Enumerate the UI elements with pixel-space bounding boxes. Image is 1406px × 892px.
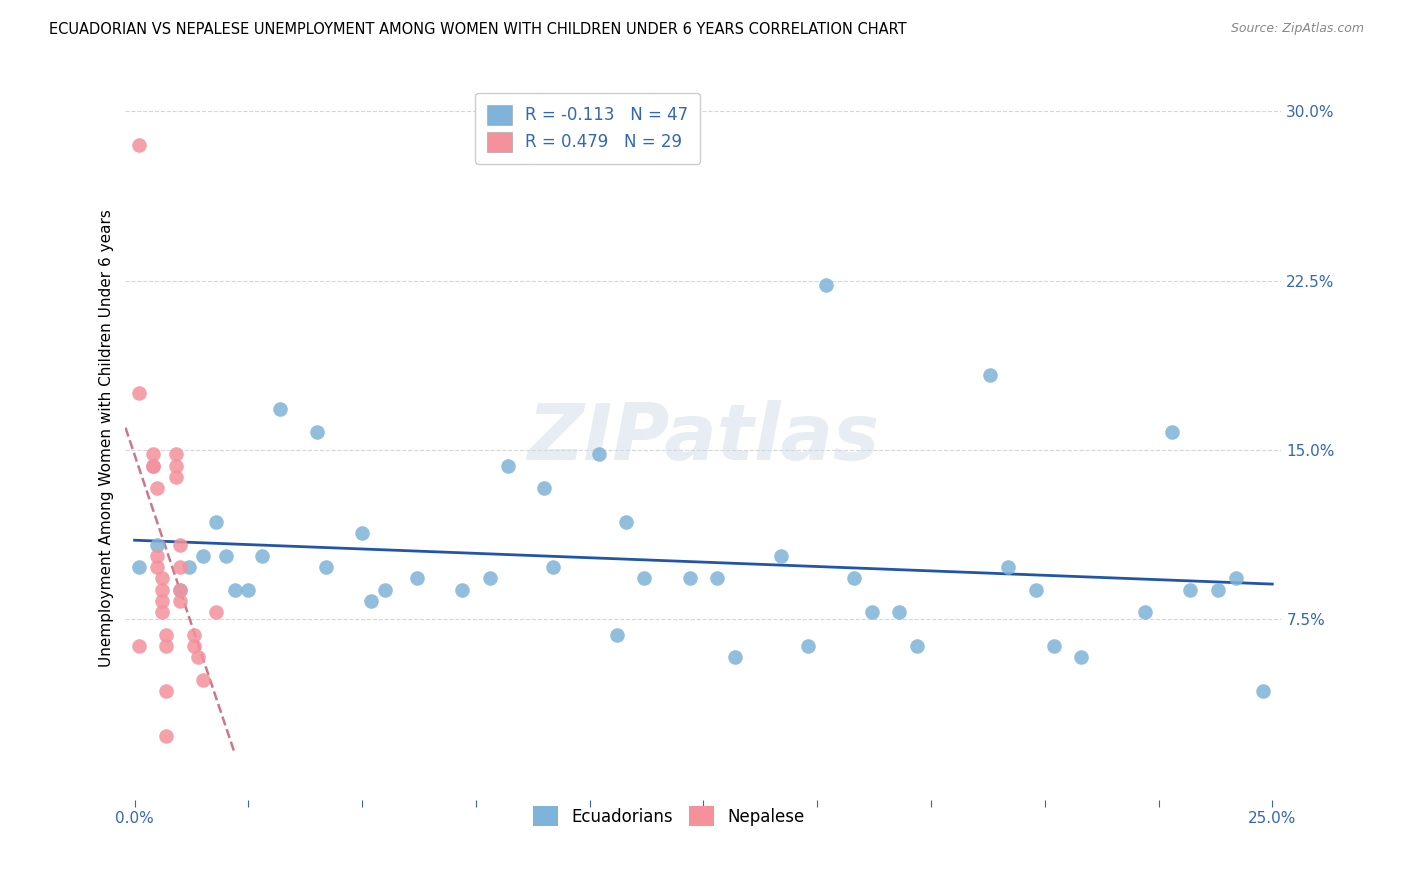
Point bbox=[1180, 582, 1202, 597]
Point bbox=[214, 549, 236, 563]
Point bbox=[142, 458, 165, 473]
Point bbox=[997, 560, 1019, 574]
Point bbox=[142, 447, 165, 461]
Point bbox=[128, 639, 150, 653]
Point bbox=[165, 458, 187, 473]
Point bbox=[405, 571, 427, 585]
Point bbox=[169, 594, 191, 608]
Point bbox=[269, 402, 291, 417]
Point bbox=[706, 571, 728, 585]
Point bbox=[541, 560, 564, 574]
Point bbox=[128, 138, 150, 153]
Point bbox=[155, 628, 177, 642]
Point bbox=[205, 605, 228, 619]
Point bbox=[169, 560, 191, 574]
Point bbox=[150, 594, 173, 608]
Point bbox=[224, 582, 246, 597]
Point bbox=[128, 560, 150, 574]
Point bbox=[150, 571, 173, 585]
Point bbox=[588, 447, 610, 461]
Point bbox=[155, 639, 177, 653]
Point bbox=[1251, 684, 1274, 698]
Point bbox=[169, 582, 191, 597]
Point bbox=[169, 582, 191, 597]
Point bbox=[352, 526, 374, 541]
Point bbox=[478, 571, 501, 585]
Point bbox=[169, 537, 191, 551]
Point bbox=[1225, 571, 1247, 585]
Point bbox=[146, 549, 169, 563]
Point bbox=[533, 481, 555, 495]
Point bbox=[842, 571, 865, 585]
Point bbox=[165, 447, 187, 461]
Point bbox=[142, 458, 165, 473]
Point bbox=[146, 537, 169, 551]
Point bbox=[191, 673, 214, 687]
Point bbox=[250, 549, 273, 563]
Point bbox=[150, 605, 173, 619]
Point bbox=[614, 515, 637, 529]
Point bbox=[183, 628, 205, 642]
Point bbox=[155, 684, 177, 698]
Point bbox=[451, 582, 474, 597]
Text: ZIPatlas: ZIPatlas bbox=[527, 401, 880, 476]
Point bbox=[724, 650, 747, 665]
Point bbox=[1206, 582, 1229, 597]
Legend: Ecuadorians, Nepalese: Ecuadorians, Nepalese bbox=[524, 797, 813, 835]
Point bbox=[1043, 639, 1066, 653]
Point bbox=[905, 639, 928, 653]
Point bbox=[128, 386, 150, 401]
Point bbox=[679, 571, 702, 585]
Point bbox=[633, 571, 655, 585]
Point bbox=[769, 549, 792, 563]
Point bbox=[979, 368, 1001, 383]
Point bbox=[360, 594, 382, 608]
Point bbox=[860, 605, 883, 619]
Point bbox=[150, 582, 173, 597]
Y-axis label: Unemployment Among Women with Children Under 6 years: Unemployment Among Women with Children U… bbox=[100, 210, 114, 667]
Point bbox=[797, 639, 820, 653]
Point bbox=[887, 605, 910, 619]
Point bbox=[1161, 425, 1184, 439]
Point bbox=[146, 481, 169, 495]
Point bbox=[815, 278, 838, 293]
Point bbox=[205, 515, 228, 529]
Text: ECUADORIAN VS NEPALESE UNEMPLOYMENT AMONG WOMEN WITH CHILDREN UNDER 6 YEARS CORR: ECUADORIAN VS NEPALESE UNEMPLOYMENT AMON… bbox=[49, 22, 907, 37]
Point bbox=[238, 582, 260, 597]
Text: Source: ZipAtlas.com: Source: ZipAtlas.com bbox=[1230, 22, 1364, 36]
Point bbox=[179, 560, 201, 574]
Point bbox=[146, 560, 169, 574]
Point bbox=[496, 458, 519, 473]
Point bbox=[1025, 582, 1047, 597]
Point bbox=[1133, 605, 1156, 619]
Point bbox=[165, 470, 187, 484]
Point bbox=[155, 729, 177, 743]
Point bbox=[191, 549, 214, 563]
Point bbox=[315, 560, 337, 574]
Point bbox=[606, 628, 628, 642]
Point bbox=[187, 650, 209, 665]
Point bbox=[183, 639, 205, 653]
Point bbox=[1070, 650, 1092, 665]
Point bbox=[305, 425, 328, 439]
Point bbox=[374, 582, 396, 597]
